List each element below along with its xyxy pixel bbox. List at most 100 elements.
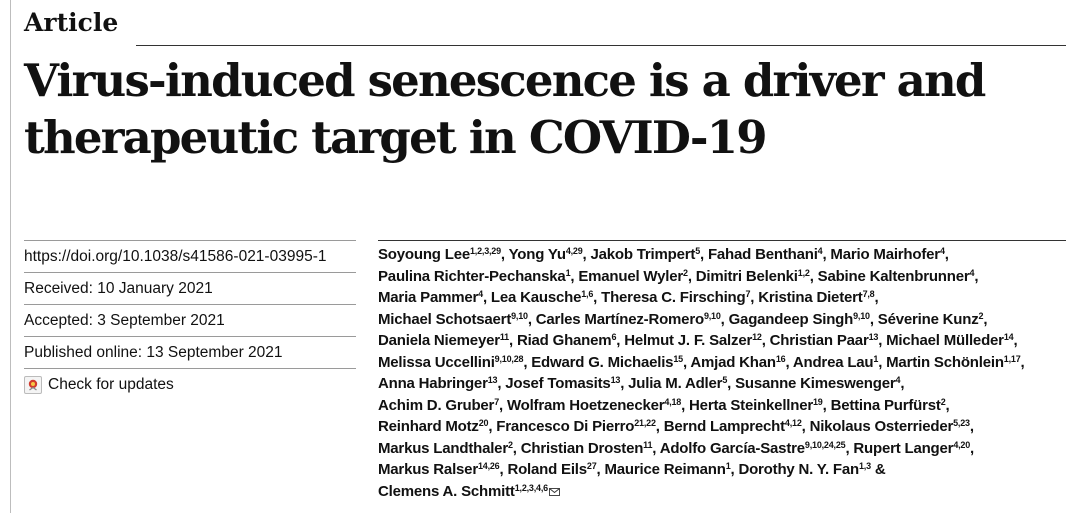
author-name[interactable]: Clemens A. Schmitt1,2,3,4,6 [378, 483, 560, 500]
author-name[interactable]: Edward G. Michaelis15 [531, 353, 683, 371]
author-name[interactable]: Bernd Lamprecht4,12 [663, 418, 802, 435]
author-name[interactable]: Rupert Langer4,20 [853, 439, 971, 457]
author-separator: , [488, 418, 497, 435]
author-name[interactable]: Jakob Trimpert5 [590, 246, 701, 263]
author-affiliation: 2 [940, 396, 946, 407]
author-name[interactable]: Fahad Benthani4 [707, 246, 823, 263]
author-separator: , [616, 332, 625, 349]
author-affiliation: 1,17 [1003, 353, 1021, 364]
article-type-label: Article [24, 8, 119, 37]
author-separator: , [878, 353, 887, 371]
author-name[interactable]: Markus Ralser14,26 [378, 461, 500, 478]
author-affiliation: 1,3 [858, 461, 871, 471]
author-separator: , [750, 289, 759, 306]
author-affiliation: 13 [487, 375, 498, 385]
author-name[interactable]: Susanne Kimeswenger4 [735, 375, 901, 392]
author-name[interactable]: Daniela Niemeyer11 [378, 332, 509, 349]
author-name[interactable]: Michael Mülleder14 [886, 332, 1014, 349]
author-name[interactable]: Kristina Dietert7,8 [758, 289, 875, 306]
author-name[interactable]: Maria Pammer4 [378, 289, 483, 306]
author-affiliation: 9,10 [853, 310, 870, 321]
author-name[interactable]: Reinhard Motz20 [378, 418, 489, 435]
author-separator: , [482, 289, 491, 306]
author-line: Achim D. Gruber7, Wolfram Hoetzenecker4,… [378, 395, 1068, 417]
author-name[interactable]: Séverine Kunz2 [877, 310, 984, 328]
author-separator: , [869, 310, 878, 328]
author-affiliation: 9,10,28 [494, 353, 524, 364]
author-affiliation: 13 [868, 332, 879, 342]
author-name[interactable]: Bettina Purfürst2 [830, 396, 946, 414]
author-affiliation: 19 [813, 396, 823, 407]
author-separator: , [878, 332, 887, 349]
envelope-icon[interactable] [549, 487, 560, 496]
author-separator: , [1013, 332, 1018, 349]
author-name[interactable]: Lea Kausche1,6 [490, 289, 594, 306]
author-name[interactable]: Yong Yu4,29 [508, 246, 583, 263]
author-name[interactable]: Adolfo García-Sastre9,10,24,25 [659, 439, 846, 457]
header-rule [136, 45, 1066, 46]
author-affiliation: 2 [978, 310, 984, 321]
author-name[interactable]: Emanuel Wyler2 [578, 267, 688, 285]
author-name[interactable]: Christian Paar13 [769, 332, 879, 349]
author-name[interactable]: Sabine Kaltenbrunner4 [817, 267, 975, 285]
author-name[interactable]: Julia M. Adler5 [628, 375, 728, 392]
metadata-rule [24, 304, 356, 305]
author-affiliation: 1,2 [797, 267, 810, 278]
author-affiliation: 1,6 [581, 289, 594, 299]
author-name[interactable]: Wolfram Hoetzenecker4,18 [506, 396, 682, 414]
author-name[interactable]: Mario Mairhofer4 [830, 246, 945, 263]
author-separator: , [970, 439, 974, 457]
author-name[interactable]: Nikolaus Osterrieder5,23 [809, 418, 970, 435]
author-name[interactable]: Amjad Khan16 [690, 353, 786, 371]
author-name[interactable]: Christian Drosten11 [520, 439, 653, 457]
metadata-rule [24, 336, 356, 337]
author-separator: , [512, 439, 521, 457]
author-separator: , [822, 246, 831, 263]
author-affiliation: 5 [695, 246, 701, 256]
author-name[interactable]: Riad Ghanem6 [516, 332, 617, 349]
author-name[interactable]: Gagandeep Singh9,10 [728, 310, 870, 328]
author-name[interactable]: Markus Landthaler2 [378, 439, 513, 457]
author-name[interactable]: Helmut J. F. Salzer12 [624, 332, 762, 349]
author-name[interactable]: Anna Habringer13 [378, 375, 498, 392]
author-name[interactable]: Melissa Uccellini9,10,28 [378, 353, 524, 371]
author-affiliation: 1,2,3,4,6 [514, 482, 548, 493]
author-name[interactable]: Francesco Di Pierro21,22 [496, 418, 656, 435]
author-affiliation: 13 [610, 375, 621, 385]
author-separator: , [687, 267, 696, 285]
article-title: Virus-induced senescence is a driver and… [24, 52, 1064, 166]
title-line: Virus-induced senescence is a driver and [24, 54, 986, 107]
author-affiliation: 16 [775, 353, 786, 364]
author-name[interactable]: Soyoung Lee1,2,3,29 [378, 246, 501, 263]
author-name[interactable]: Paulina Richter-Pechanska1 [378, 267, 571, 285]
author-name[interactable]: Dorothy N. Y. Fan1,3 [738, 461, 871, 478]
author-separator: , [720, 310, 729, 328]
author-separator: , [974, 267, 979, 285]
author-name[interactable]: Achim D. Gruber7 [378, 396, 499, 414]
author-affiliation: 6 [611, 332, 617, 342]
author-name[interactable]: Maurice Reimann1 [604, 461, 731, 478]
author-name[interactable]: Dimitri Belenki1,2 [695, 267, 810, 285]
author-affiliation: 14 [1003, 332, 1014, 342]
author-separator: , [682, 353, 691, 371]
author-affiliation: 14,26 [477, 461, 500, 471]
author-name[interactable]: Andrea Lau1 [792, 353, 879, 371]
author-separator: , [497, 375, 506, 392]
author-name[interactable]: Carles Martínez-Romero9,10 [535, 310, 721, 328]
author-separator: & [870, 461, 886, 478]
check-for-updates-button[interactable]: Check for updates [24, 369, 356, 400]
author-affiliation: 1 [565, 267, 571, 278]
check-for-updates-icon [24, 375, 42, 394]
author-name[interactable]: Martin Schönlein1,17 [886, 353, 1021, 371]
author-name[interactable]: Theresa C. Firsching7 [601, 289, 751, 306]
author-name[interactable]: Roland Eils27 [507, 461, 597, 478]
author-name[interactable]: Josef Tomasits13 [505, 375, 621, 392]
author-name[interactable]: Herta Steinkellner19 [689, 396, 823, 414]
author-name[interactable]: Michael Schotsaert9,10 [378, 310, 528, 328]
author-separator: , [1020, 353, 1025, 371]
doi-link[interactable]: https://doi.org/10.1038/s41586-021-03995… [24, 248, 327, 265]
author-line: Markus Ralser14,26, Roland Eils27, Mauri… [378, 459, 1068, 481]
author-separator: , [983, 310, 988, 328]
title-line: therapeutic target in COVID-19 [24, 111, 768, 164]
author-line: Maria Pammer4, Lea Kausche1,6, Theresa C… [378, 287, 1068, 309]
